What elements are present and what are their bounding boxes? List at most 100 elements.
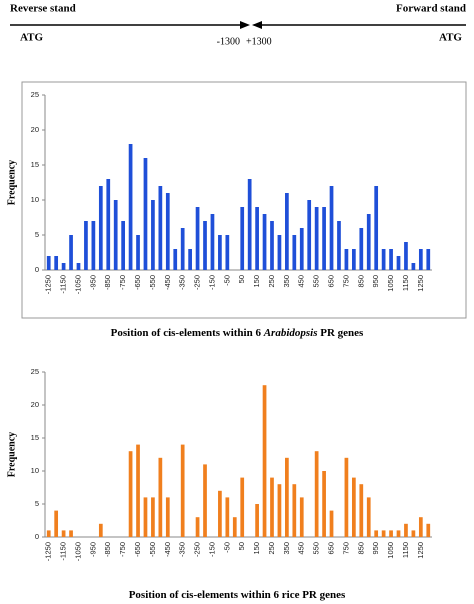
- bar: [46, 530, 51, 537]
- bar: [61, 263, 66, 270]
- left-label: Reverse stand: [10, 3, 76, 15]
- y-tick-label: 5: [35, 230, 39, 239]
- bar: [180, 444, 185, 537]
- x-tick-label: -1250: [44, 275, 53, 294]
- bar: [359, 484, 364, 537]
- pos-right: +1300: [246, 36, 272, 47]
- bar: [344, 249, 349, 270]
- x-tick-label: 1250: [416, 542, 425, 559]
- y-tick-label: 10: [31, 466, 39, 475]
- bar: [314, 451, 319, 537]
- bar: [359, 228, 364, 270]
- title-part: PR genes: [318, 327, 365, 339]
- bar: [188, 249, 192, 270]
- bar: [225, 235, 230, 270]
- bar: [366, 497, 371, 537]
- bar: [54, 510, 59, 537]
- bar: [180, 228, 185, 270]
- x-tick-label: 650: [327, 542, 336, 555]
- x-tick-label: -450: [163, 275, 172, 290]
- chart-title: Position of cis-elements within 6 Arabid…: [111, 327, 364, 339]
- x-tick-label: 750: [341, 275, 350, 288]
- x-tick-label: 550: [312, 542, 321, 555]
- bar: [404, 523, 408, 537]
- x-tick-label: -350: [178, 542, 187, 557]
- bar: [210, 214, 215, 270]
- bar: [351, 477, 356, 537]
- x-tick-label: 50: [237, 275, 246, 283]
- bar: [285, 193, 289, 270]
- bar: [426, 249, 431, 270]
- bar: [396, 530, 401, 537]
- bar: [322, 471, 326, 537]
- x-tick-label: 950: [371, 275, 380, 288]
- x-tick-label: -250: [193, 275, 202, 290]
- bar: [91, 221, 96, 270]
- bar: [240, 207, 245, 270]
- y-axis-label: Frequency: [6, 432, 17, 477]
- bar: [344, 457, 349, 537]
- bar: [121, 221, 126, 270]
- y-tick-label: 15: [31, 160, 39, 169]
- bar: [262, 214, 267, 270]
- title-part: Position of cis-elements within 6 rice P…: [129, 589, 346, 601]
- bar: [225, 497, 230, 537]
- bar: [151, 200, 155, 270]
- bar: [165, 497, 170, 537]
- x-tick-label: -850: [103, 275, 112, 290]
- bar: [329, 186, 334, 270]
- bar: [411, 263, 416, 270]
- x-tick-label: 250: [267, 542, 276, 555]
- atg-right: ATG: [439, 32, 462, 44]
- bar: [143, 497, 148, 537]
- bar: [151, 497, 155, 537]
- bar: [158, 457, 163, 537]
- bar: [136, 235, 140, 270]
- x-tick-label: 150: [252, 275, 261, 288]
- y-tick-label: 0: [35, 265, 39, 274]
- bar: [218, 490, 222, 537]
- bar: [307, 200, 312, 270]
- x-tick-label: -550: [148, 542, 157, 557]
- bar: [381, 249, 386, 270]
- y-tick-label: 0: [35, 532, 39, 541]
- bar: [337, 221, 341, 270]
- bar: [389, 530, 393, 537]
- bar: [113, 200, 118, 270]
- bar: [173, 249, 178, 270]
- bar: [128, 144, 133, 270]
- bar: [165, 193, 170, 270]
- bar: [426, 523, 431, 537]
- bar: [143, 158, 148, 270]
- y-tick-label: 25: [31, 367, 39, 376]
- x-tick-label: -50: [222, 275, 231, 286]
- bar: [218, 235, 222, 270]
- atg-left: ATG: [20, 32, 43, 44]
- bar: [46, 256, 51, 270]
- x-tick-label: 1050: [386, 542, 395, 559]
- bar: [255, 207, 259, 270]
- bar: [106, 179, 111, 270]
- bar: [374, 186, 379, 270]
- x-tick-label: -1050: [73, 542, 82, 561]
- bar: [158, 186, 163, 270]
- bar: [389, 249, 393, 270]
- bar: [418, 249, 423, 270]
- bar: [299, 497, 304, 537]
- x-tick-label: -150: [207, 542, 216, 557]
- x-tick-label: 350: [282, 275, 291, 288]
- bar: [69, 530, 73, 537]
- bar: [292, 484, 297, 537]
- bar: [411, 530, 416, 537]
- x-tick-label: -750: [118, 542, 127, 557]
- bar: [203, 221, 207, 270]
- bar: [277, 235, 282, 270]
- y-axis-label: Frequency: [6, 160, 17, 205]
- x-tick-label: -650: [133, 542, 142, 557]
- x-tick-label: -50: [222, 542, 231, 553]
- y-tick-label: 5: [35, 499, 39, 508]
- bar: [76, 263, 81, 270]
- y-tick-label: 25: [31, 90, 39, 99]
- y-tick-label: 20: [31, 400, 39, 409]
- x-tick-label: 1050: [386, 275, 395, 292]
